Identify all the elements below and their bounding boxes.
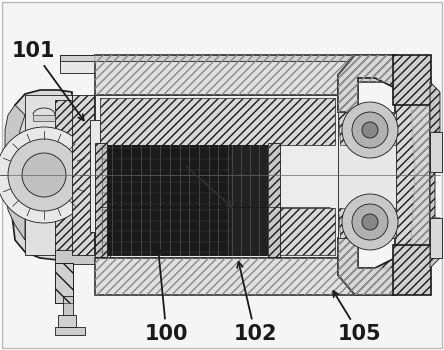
Bar: [90, 120, 100, 232]
Polygon shape: [100, 208, 335, 255]
Circle shape: [362, 214, 378, 230]
Polygon shape: [338, 55, 430, 295]
Bar: [60, 55, 355, 61]
Circle shape: [352, 204, 388, 240]
Text: 105: 105: [333, 291, 381, 344]
Polygon shape: [12, 90, 72, 260]
Polygon shape: [338, 55, 430, 295]
Polygon shape: [5, 105, 25, 240]
Bar: [55, 100, 73, 252]
Text: 100: 100: [145, 248, 188, 344]
Polygon shape: [338, 112, 396, 145]
Bar: [100, 145, 230, 207]
Circle shape: [342, 194, 398, 250]
Polygon shape: [95, 55, 355, 95]
Polygon shape: [338, 208, 396, 238]
Text: 101: 101: [12, 41, 84, 120]
Bar: [63, 296, 73, 318]
Bar: [338, 112, 396, 238]
Bar: [393, 55, 431, 105]
Bar: [393, 245, 431, 295]
Bar: [95, 95, 355, 258]
Bar: [430, 218, 442, 258]
Text: 102: 102: [234, 262, 277, 344]
Bar: [55, 250, 110, 264]
Polygon shape: [95, 258, 355, 295]
Bar: [230, 145, 270, 207]
Circle shape: [352, 112, 388, 148]
Circle shape: [0, 127, 92, 223]
Bar: [55, 263, 73, 303]
Bar: [58, 315, 76, 327]
Circle shape: [8, 139, 80, 211]
Bar: [100, 207, 230, 255]
Bar: [72, 95, 94, 255]
Bar: [60, 55, 355, 73]
Polygon shape: [100, 98, 335, 145]
Circle shape: [362, 122, 378, 138]
Circle shape: [342, 102, 398, 158]
Bar: [33, 115, 55, 121]
Bar: [230, 207, 270, 255]
Polygon shape: [430, 82, 440, 268]
Bar: [25, 95, 72, 255]
Bar: [268, 143, 280, 257]
Bar: [430, 132, 442, 172]
Circle shape: [22, 153, 66, 197]
Bar: [55, 327, 85, 335]
Bar: [95, 143, 107, 257]
Bar: [55, 263, 73, 303]
